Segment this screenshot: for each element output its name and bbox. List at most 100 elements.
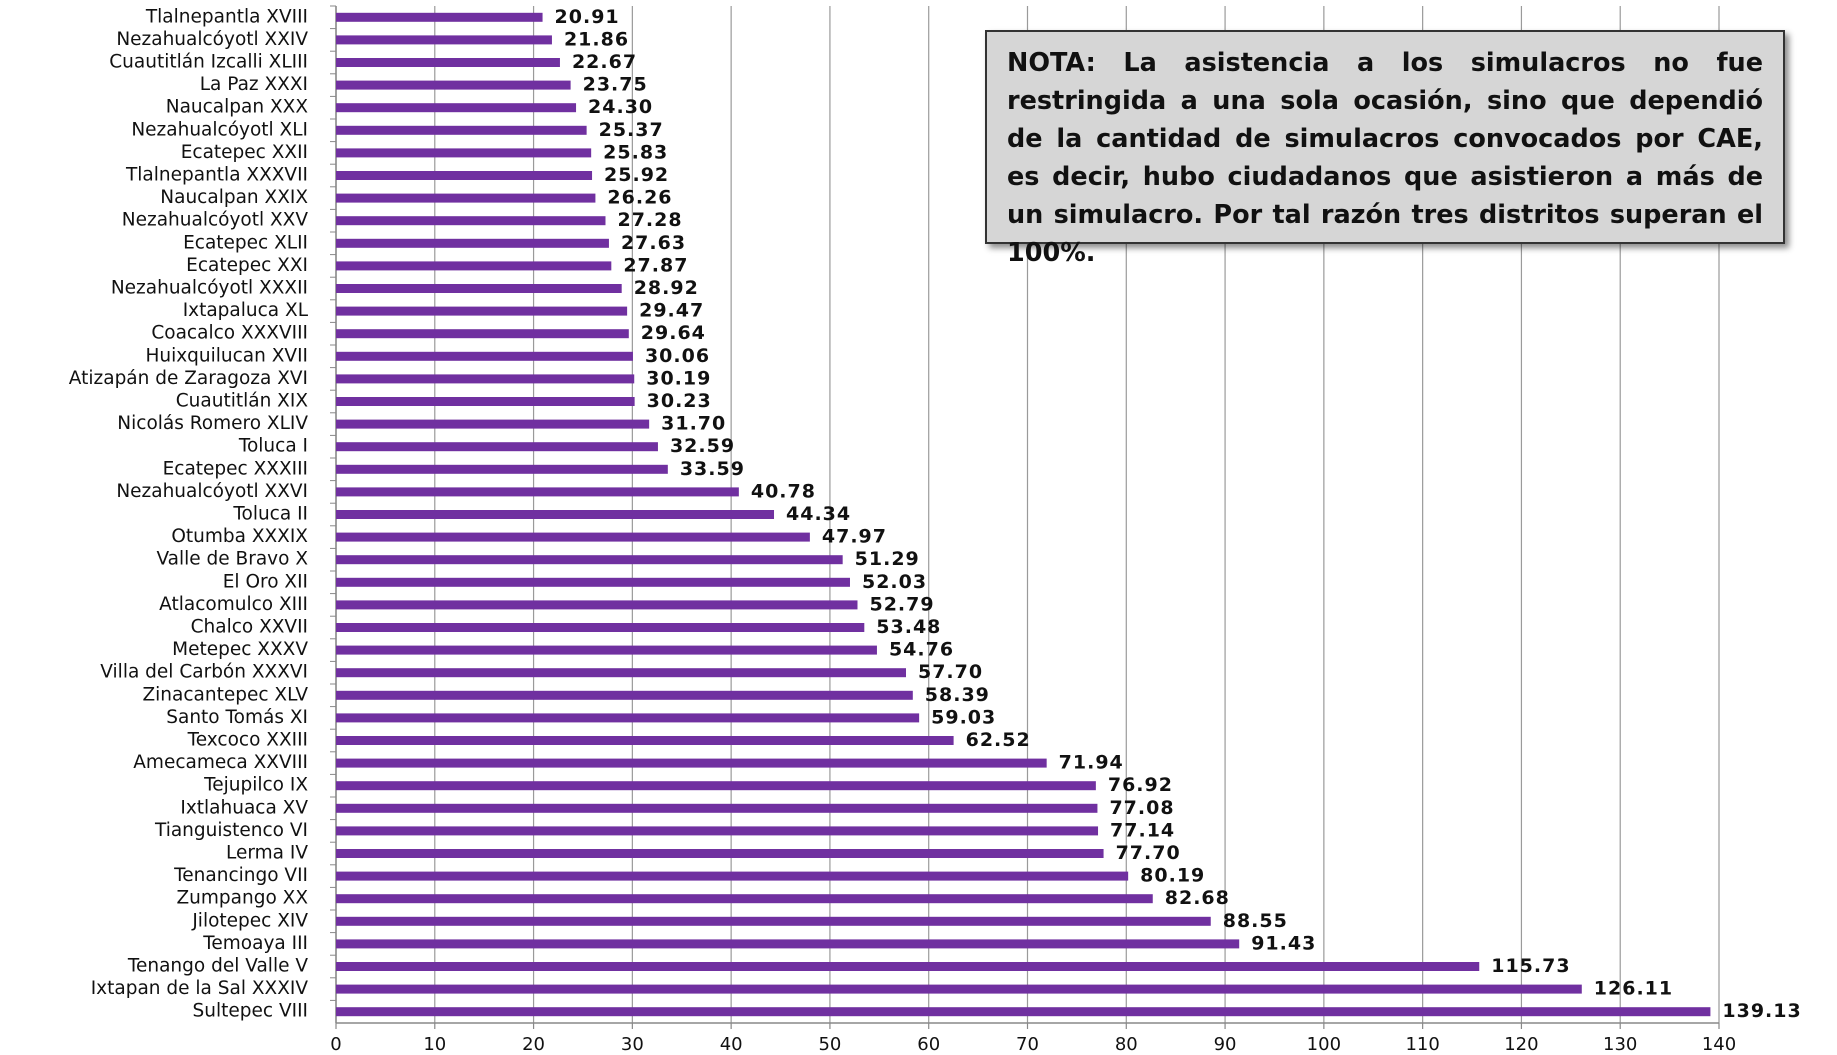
y-tick-label: Amecameca XXVIII (133, 752, 308, 773)
data-label: 139.13 (1722, 1000, 1801, 1022)
y-tick-label: Cuautitlán Izcalli XLIII (109, 52, 308, 73)
bar (336, 261, 612, 271)
data-label: 27.87 (623, 254, 688, 276)
x-tick-label: 100 (1307, 1034, 1341, 1055)
y-tick-label: Texcoco XXIII (187, 730, 308, 751)
x-tick-label: 90 (1214, 1034, 1237, 1055)
y-tick-label: Atizapán de Zaragoza XVI (69, 368, 308, 389)
bar (336, 374, 635, 384)
x-tick-label: 140 (1702, 1034, 1736, 1055)
y-tick-label: Jilotepec XIV (191, 910, 308, 931)
bar (336, 916, 1211, 926)
bar (336, 939, 1240, 949)
bar (336, 148, 592, 158)
data-label: 29.47 (639, 300, 704, 322)
bar (336, 600, 858, 610)
y-tick-label: Cuautitlán XIX (176, 391, 309, 412)
bar (336, 713, 920, 723)
y-tick-label: Tlalnepantla XXXVII (125, 165, 308, 186)
data-label: 62.52 (966, 729, 1031, 751)
data-label: 24.30 (588, 96, 653, 118)
y-tick-label: Valle de Bravo X (156, 549, 308, 570)
y-tick-label: Ecatepec XXXIII (163, 458, 308, 479)
y-tick-label: Atlacomulco XIII (159, 594, 308, 615)
data-label: 22.67 (572, 51, 637, 73)
y-tick-label: Ixtlahuaca XV (180, 797, 308, 818)
data-label: 80.19 (1140, 865, 1205, 887)
bar (336, 826, 1099, 836)
bar (336, 1007, 1711, 1017)
y-tick-label: Chalco XXVII (191, 617, 308, 638)
note-box: NOTA: La asistencia a los simulacros no … (985, 30, 1785, 268)
y-tick-label: Coacalco XXXVIII (151, 323, 308, 344)
y-tick-label: Villa del Carbón XXXVI (100, 662, 308, 683)
y-tick-label: Metepec XXXV (172, 639, 308, 660)
data-label: 25.92 (604, 164, 669, 186)
y-tick-label: Tenancingo VII (173, 865, 308, 886)
y-tick-label: Tlalnepantla XVIII (145, 6, 308, 27)
bar (336, 690, 913, 700)
data-label: 33.59 (680, 458, 745, 480)
data-label: 26.26 (607, 187, 672, 209)
bar (336, 758, 1047, 768)
data-label: 25.37 (599, 119, 664, 141)
data-label: 32.59 (670, 435, 735, 457)
data-label: 52.03 (862, 571, 927, 593)
x-tick-label: 0 (330, 1034, 341, 1055)
y-tick-label: Santo Tomás XI (166, 707, 308, 728)
y-tick-label: Huixquilucan XVII (145, 345, 308, 366)
data-label: 31.70 (661, 413, 726, 435)
bar (336, 103, 577, 113)
bar (336, 668, 906, 678)
bar (336, 58, 560, 67)
data-label: 23.75 (583, 74, 648, 96)
data-label: 21.86 (564, 28, 629, 50)
data-label: 51.29 (855, 548, 920, 570)
data-label: 126.11 (1594, 978, 1673, 1000)
data-label: 58.39 (925, 684, 990, 706)
data-label: 53.48 (876, 616, 941, 638)
y-tick-label: Tenango del Valle V (127, 956, 309, 977)
y-tick-label: Naucalpan XXX (166, 97, 309, 118)
bar (336, 80, 571, 90)
data-label: 71.94 (1059, 752, 1124, 774)
y-tick-label: Nezahualcóyotl XXVI (116, 481, 308, 502)
bar (336, 803, 1098, 813)
y-tick-label: Ecatepec XXI (186, 255, 308, 276)
bar (336, 125, 587, 135)
bar (336, 329, 629, 339)
bar (336, 464, 668, 474)
bar (336, 216, 606, 226)
y-tick-label: El Oro XII (223, 571, 308, 592)
bar (336, 306, 628, 316)
bar (336, 35, 552, 45)
y-tick-label: Ecatepec XXII (181, 142, 308, 163)
bar (336, 238, 609, 248)
bar (336, 487, 739, 497)
bar (336, 171, 593, 180)
bar (336, 193, 596, 203)
bar (336, 351, 633, 361)
bar (336, 736, 954, 745)
x-tick-label: 20 (522, 1034, 545, 1055)
x-tick-label: 80 (1115, 1034, 1138, 1055)
y-tick-label: Tejupilco IX (203, 775, 308, 796)
data-label: 77.14 (1110, 819, 1175, 841)
x-tick-label: 10 (423, 1034, 446, 1055)
x-tick-label: 30 (621, 1034, 644, 1055)
data-label: 59.03 (931, 706, 996, 728)
x-tick-label: 130 (1603, 1034, 1637, 1055)
x-tick-label: 70 (1016, 1034, 1039, 1055)
bar (336, 871, 1129, 881)
y-tick-label: Nicolás Romero XLIV (117, 413, 308, 434)
y-tick-label: Nezahualcóyotl XXXII (111, 278, 308, 299)
bar (336, 532, 810, 542)
y-tick-label: Sultepec VIII (193, 1001, 308, 1022)
x-tick-label: 40 (720, 1034, 743, 1055)
data-label: 29.64 (641, 322, 706, 344)
y-tick-label: Toluca II (232, 504, 308, 525)
bar (336, 962, 1480, 971)
data-label: 77.70 (1116, 842, 1181, 864)
